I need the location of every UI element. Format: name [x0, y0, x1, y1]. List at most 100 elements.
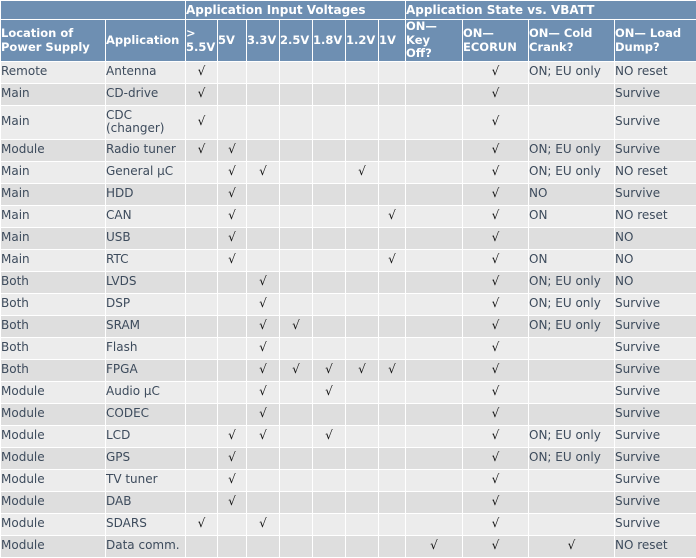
check-icon: √: [491, 516, 500, 531]
cell-v33-empty: [246, 82, 280, 106]
cell-application: CAN: [105, 204, 186, 228]
check-icon: √: [228, 164, 236, 179]
cell-v55-empty: [185, 292, 218, 316]
cell-coldcrank: [528, 512, 615, 536]
cell-v33-empty: [246, 60, 280, 84]
cell-location: Both: [0, 270, 106, 294]
cell-loaddump: Survive: [613, 182, 696, 206]
header-col-v1[interactable]: 1V: [378, 19, 406, 62]
cell-location: Module: [0, 380, 106, 404]
cell-coldcrank: ON; EU only: [528, 160, 615, 184]
cell-location: Both: [0, 314, 106, 338]
cell-v33-checked: √: [246, 314, 280, 338]
cell-v1-empty: [378, 138, 406, 162]
header-col-keyoff[interactable]: ON— Key Off?: [405, 19, 463, 62]
table-row: Main HDD √ √ NO Survive: [0, 182, 696, 206]
header-col-loaddump[interactable]: ON— Load Dump?: [613, 19, 696, 62]
cell-keyoff-empty: [405, 60, 463, 84]
table-header: Application Input Voltages Application St…: [0, 0, 696, 62]
cell-v1-checked: √: [378, 204, 406, 228]
cell-application: CODEC: [105, 402, 186, 426]
cell-application: USB: [105, 226, 186, 250]
cell-ecorun-checked: √: [462, 402, 529, 426]
cell-ecorun-checked: √: [462, 270, 529, 294]
cell-v1-empty: [378, 314, 406, 338]
cell-keyoff-empty: [405, 138, 463, 162]
table-row: Main USB √ √ NO: [0, 226, 696, 250]
check-icon: √: [491, 164, 500, 179]
cell-keyoff-empty: [405, 204, 463, 228]
header-col-v18[interactable]: 1.8V: [312, 19, 346, 62]
cell-v25-checked: √: [279, 314, 313, 338]
cell-v12-empty: [345, 226, 379, 250]
cell-ecorun-checked: √: [462, 226, 529, 250]
cell-application: FPGA: [105, 358, 186, 382]
cell-loaddump: Survive: [613, 424, 696, 448]
cell-v18-empty: [312, 512, 346, 536]
header-group-application-state-vs-vbatt: Application State vs. VBATT: [404, 0, 696, 21]
table-row: Main General µC √ √ √ √ ON; EU only NO reset: [0, 160, 696, 184]
cell-loaddump: Survive: [613, 314, 696, 338]
cell-keyoff-empty: [405, 336, 463, 360]
cell-v55-checked: √: [185, 138, 218, 162]
cell-ecorun-checked: √: [462, 292, 529, 316]
check-icon: √: [491, 494, 500, 509]
cell-v55-empty: [185, 204, 218, 228]
header-col-v5[interactable]: 5V: [217, 19, 247, 62]
cell-v1-empty: [378, 104, 406, 140]
header-col-coldcrank[interactable]: ON— Cold Crank?: [528, 19, 615, 62]
cell-v12-empty: [345, 292, 379, 316]
cell-ecorun-checked: √: [462, 336, 529, 360]
check-icon: √: [228, 450, 236, 465]
cell-coldcrank: ON; EU only: [528, 138, 615, 162]
cell-ecorun-checked: √: [462, 490, 529, 514]
header-group-row: Application Input Voltages Application St…: [0, 0, 696, 21]
table-row: Module SDARS √ √ √ Survive: [0, 512, 696, 536]
check-icon: √: [491, 252, 500, 267]
cell-v55-empty: [185, 358, 218, 382]
check-icon: √: [259, 362, 267, 377]
cell-application: CDC (changer): [105, 104, 186, 140]
check-icon: √: [228, 208, 236, 223]
cell-application: SRAM: [105, 314, 186, 338]
cell-v1-empty: [378, 82, 406, 106]
cell-v18-empty: [312, 314, 346, 338]
cell-ecorun-checked: √: [462, 380, 529, 404]
cell-location: Main: [0, 82, 106, 106]
header-col-ecorun[interactable]: ON— ECORUN: [462, 19, 529, 62]
header-col-v55[interactable]: >5.5V: [185, 19, 218, 62]
cell-location: Module: [0, 446, 106, 470]
cell-keyoff-empty: [405, 82, 463, 106]
header-col-v25[interactable]: 2.5V: [279, 19, 313, 62]
cell-ecorun-checked: √: [462, 468, 529, 492]
cell-coldcrank: [528, 380, 615, 404]
header-col-location[interactable]: Location of Power Supply: [0, 19, 106, 62]
cell-loaddump: NO reset: [613, 60, 696, 84]
cell-keyoff-empty: [405, 468, 463, 492]
cell-v55-empty: [185, 226, 218, 250]
cell-v12-checked: √: [345, 358, 379, 382]
header-col-v33[interactable]: 3.3V: [246, 19, 280, 62]
cell-v18-empty: [312, 82, 346, 106]
check-icon: √: [228, 186, 236, 201]
cell-v18-checked: √: [312, 358, 346, 382]
header-col-v12[interactable]: 1.2V: [345, 19, 379, 62]
cell-v1-empty: [378, 468, 406, 492]
cell-v1-empty: [378, 60, 406, 84]
table-row: Module Radio tuner √ √ √ ON; EU only Survive: [0, 138, 696, 162]
cell-location: Remote: [0, 60, 106, 84]
cell-application: LCD: [105, 424, 186, 448]
cell-v18-empty: [312, 336, 346, 360]
cell-keyoff-empty: [405, 248, 463, 272]
check-icon: √: [197, 114, 206, 129]
cell-coldcrank: [528, 468, 615, 492]
cell-v12-empty: [345, 138, 379, 162]
cell-v18-empty: [312, 490, 346, 514]
cell-v25-empty: [279, 292, 313, 316]
cell-v25-empty: [279, 60, 313, 84]
cell-location: Module: [0, 402, 106, 426]
cell-loaddump: Survive: [613, 292, 696, 316]
header-col-application[interactable]: Application: [105, 19, 186, 62]
cell-coldcrank: ON; EU only: [528, 446, 615, 470]
cell-v12-checked: √: [345, 160, 379, 184]
